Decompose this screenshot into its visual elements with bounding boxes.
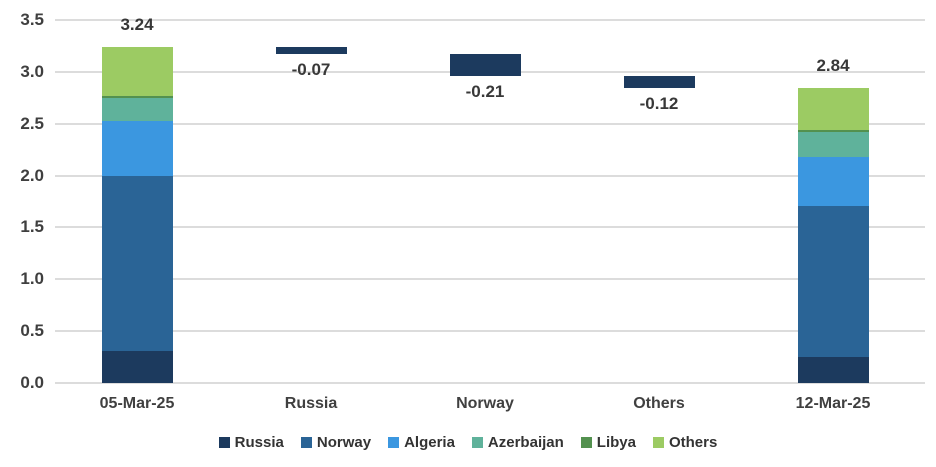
bar-segment-russia <box>797 357 869 383</box>
gridline <box>55 19 925 21</box>
legend-item-azerbaijan: Azerbaijan <box>471 433 564 451</box>
gridline <box>55 330 925 333</box>
chart-legend: Russia Norway Algeria Azerbaijan Libya Others <box>0 430 936 454</box>
y-axis-tick-label: 2.5 <box>20 113 44 133</box>
legend-item-algeria: Algeria <box>388 434 455 451</box>
value-label: -0.21 <box>465 82 505 101</box>
legend-label: Norway <box>316 433 372 451</box>
x-axis-category-label: 12-Mar-25 <box>795 395 871 412</box>
legend-label: Russia <box>234 433 284 451</box>
y-axis-tick-label: 1.5 <box>20 217 44 237</box>
legend-swatch-algeria <box>388 436 400 448</box>
x-axis-category-label: Others <box>633 395 685 412</box>
bar-segment-libya <box>101 95 173 98</box>
legend-label: Algeria <box>404 433 455 451</box>
bar-segment-norway <box>797 205 869 358</box>
legend-item-norway: Norway <box>300 433 372 451</box>
legend-swatch-azerbaijan <box>471 436 483 448</box>
legend-item-others: Others <box>652 433 718 451</box>
y-axis-tick-label: 2.0 <box>20 165 44 185</box>
legend-label: Azerbaijan <box>487 433 564 451</box>
legend-swatch-russia <box>218 436 230 448</box>
x-axis-category-label: Norway <box>456 395 514 412</box>
legend-swatch-norway <box>300 436 312 448</box>
gridline <box>55 226 925 229</box>
gridline <box>55 278 925 281</box>
y-axis-tick-label: 1.0 <box>20 269 44 289</box>
gridline <box>55 382 925 384</box>
bar-segment-algeria <box>797 156 869 206</box>
bar-segment-russia <box>101 350 173 383</box>
bar-segment-algeria <box>101 120 173 176</box>
y-axis-tick-label: 0.5 <box>20 321 44 341</box>
x-axis-category-label: 05-Mar-25 <box>99 395 175 412</box>
bar-segment-norway <box>101 175 173 351</box>
value-label: -0.12 <box>639 94 679 114</box>
gridline <box>55 122 925 125</box>
bar-segment-others <box>101 46 173 96</box>
bar-segment-azerbaijan <box>101 97 173 121</box>
legend-label: Libya <box>596 433 636 451</box>
value-label: -0.07 <box>291 60 331 80</box>
y-axis-tick-label: 3.5 <box>20 10 44 29</box>
bar-segment-azerbaijan <box>797 132 869 157</box>
bar-change-others <box>623 76 695 89</box>
gridline <box>55 174 925 177</box>
legend-swatch-libya <box>580 436 592 448</box>
value-label: 2.84 <box>816 56 850 76</box>
bar-change-norway <box>449 54 521 76</box>
value-label: 3.24 <box>120 14 154 34</box>
y-axis-tick-label: 0.0 <box>20 373 44 392</box>
legend-item-libya: Libya <box>580 433 636 451</box>
legend-item-russia: Russia <box>218 433 284 451</box>
bar-segment-libya <box>797 129 869 132</box>
y-axis-tick-label: 3.0 <box>20 61 44 81</box>
legend-label: Others <box>668 433 718 451</box>
legend-swatch-others <box>652 436 664 448</box>
bar-change-russia <box>275 46 347 55</box>
bar-segment-others <box>797 88 869 130</box>
x-axis-category-label: Russia <box>284 395 338 412</box>
